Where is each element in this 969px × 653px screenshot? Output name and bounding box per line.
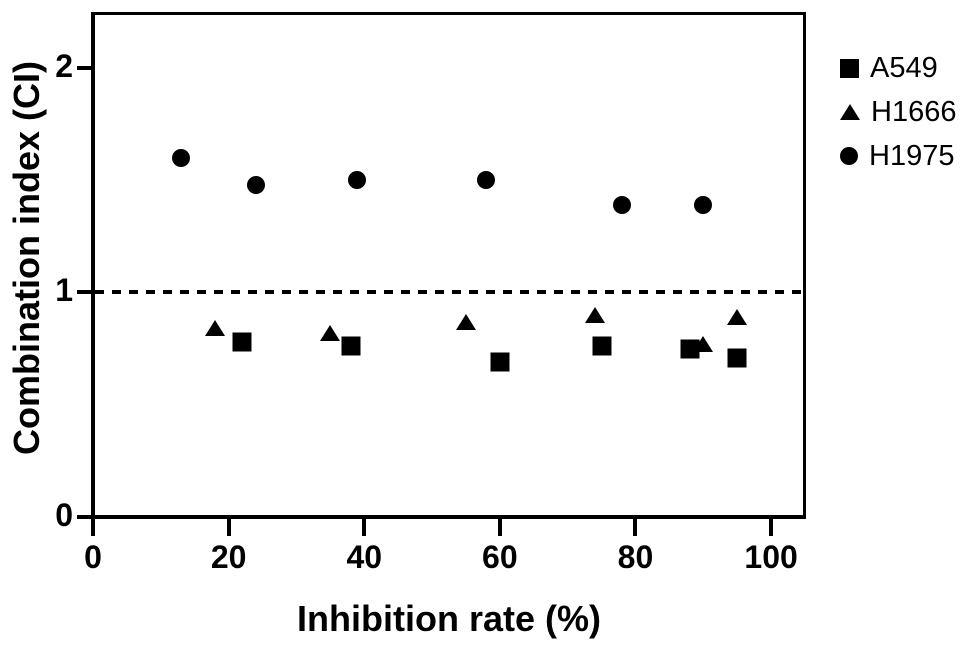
legend: A549 H1666 H1975 — [840, 46, 956, 178]
data-point-h1666 — [584, 306, 605, 323]
x-tick — [91, 519, 95, 536]
square-marker-icon — [840, 58, 859, 78]
legend-label: A549 — [870, 51, 938, 84]
data-point-h1666 — [727, 309, 748, 326]
x-tick-label: 100 — [744, 539, 798, 575]
legend-item-h1666: H1666 — [840, 90, 956, 134]
legend-item-a549: A549 — [840, 46, 956, 90]
data-point-a549 — [490, 352, 510, 372]
x-tick-label: 60 — [482, 539, 518, 575]
x-tick — [362, 519, 367, 536]
y-tick-label: 2 — [55, 47, 73, 84]
x-tick-label: 20 — [210, 539, 247, 575]
circle-marker-icon — [840, 147, 858, 165]
x-axis-title: Inhibition rate (%) — [297, 598, 601, 639]
data-point-h1975 — [172, 148, 191, 167]
triangle-marker-icon — [840, 104, 860, 120]
y-tick-label: 1 — [55, 272, 73, 309]
data-point-h1975 — [694, 195, 713, 214]
data-point-h1975 — [246, 175, 265, 194]
y-tick — [77, 515, 93, 519]
data-point-a549 — [341, 336, 361, 356]
data-point-h1975 — [477, 171, 496, 190]
x-tick — [633, 519, 638, 536]
y-tick-label: 0 — [55, 497, 73, 534]
data-point-a549 — [727, 348, 747, 368]
x-tick — [497, 519, 502, 536]
y-tick — [77, 65, 93, 70]
x-tick-label: 40 — [346, 539, 383, 575]
data-point-h1975 — [348, 171, 367, 190]
legend-label: H1975 — [869, 139, 955, 172]
data-point-h1666 — [693, 336, 714, 353]
data-point-a549 — [232, 332, 252, 352]
data-point-h1975 — [612, 195, 631, 214]
x-tick — [769, 519, 774, 536]
x-tick-label: 80 — [617, 539, 654, 575]
legend-item-h1975: H1975 — [840, 134, 956, 178]
data-point-h1666 — [455, 313, 476, 330]
data-point-h1666 — [320, 324, 341, 341]
legend-label: H1666 — [871, 95, 957, 128]
reference-line-ci-1 — [95, 290, 805, 295]
y-axis-title: Combination index (CI) — [6, 61, 47, 455]
x-tick — [226, 519, 231, 536]
x-tick-label: 0 — [84, 539, 102, 575]
data-point-a549 — [592, 336, 612, 356]
y-tick — [77, 290, 93, 295]
plot-frame — [91, 12, 806, 519]
data-point-h1666 — [205, 320, 226, 337]
